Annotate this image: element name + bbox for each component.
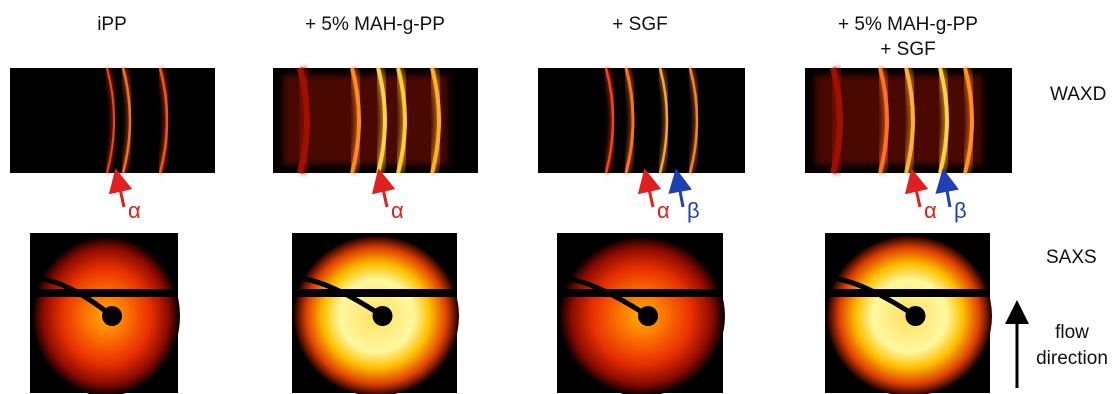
beam-stop — [102, 306, 122, 326]
title-line: + SGF — [880, 39, 935, 60]
beam-stop — [638, 306, 658, 326]
marker-arrow — [647, 180, 653, 207]
marker-arrow — [678, 180, 683, 207]
figure: WAXD SAXS flow direction iPP α + 5% MAH-g-… — [0, 0, 1114, 394]
title-line: iPP — [97, 14, 127, 35]
beam-stop-bar — [825, 289, 990, 297]
beam-stop — [373, 306, 393, 326]
column-title: + SGF — [612, 14, 667, 35]
marker-label: β — [687, 198, 700, 223]
beam-stop-bar — [30, 289, 178, 297]
row-label: WAXD — [1050, 84, 1106, 105]
marker-arrow — [118, 180, 124, 207]
column-title: + 5% MAH-g-PP — [305, 14, 445, 35]
column-title: + 5% MAH-g-PP + SGF — [838, 14, 978, 60]
title-line: + SGF — [612, 14, 667, 35]
title-line: + 5% MAH-g-PP — [305, 14, 445, 35]
marker-label: α — [391, 198, 404, 223]
waxd-panel — [538, 68, 745, 173]
flow-label: flow — [1055, 322, 1089, 343]
title-line: + 5% MAH-g-PP — [838, 14, 978, 35]
flow-label: direction — [1036, 348, 1108, 369]
marker-arrow — [914, 180, 920, 207]
beam-stop — [906, 306, 926, 326]
column-title: iPP — [97, 14, 127, 35]
marker-label: α — [657, 198, 670, 223]
marker-label: α — [924, 198, 937, 223]
row-label: SAXS — [1046, 247, 1097, 268]
beam-stop-bar — [557, 289, 723, 297]
marker-arrow — [945, 180, 950, 207]
marker-label: β — [954, 198, 967, 223]
marker-arrow — [381, 180, 387, 207]
beam-stop-bar — [292, 289, 457, 297]
marker-label: α — [128, 198, 141, 223]
